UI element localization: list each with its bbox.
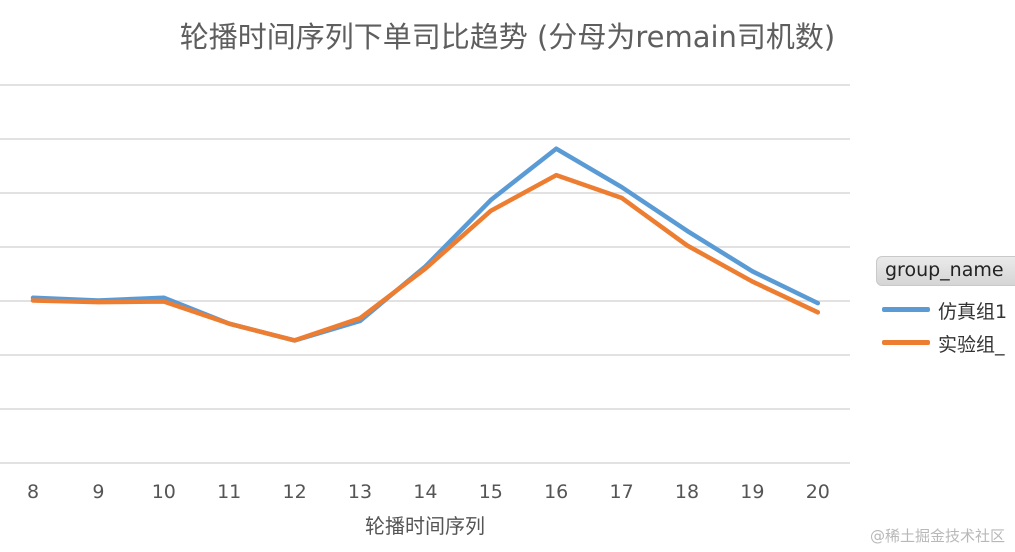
- x-tick-label: 17: [610, 481, 634, 503]
- x-tick-labels: 8 9 10 11 12 13 14 15 16 17 18 19 20: [27, 481, 830, 503]
- data-point-series-1: [161, 295, 166, 300]
- data-point-series-2: [554, 173, 559, 178]
- series-line-1: [30, 146, 821, 343]
- data-point-series-1: [685, 228, 689, 233]
- x-tick-label: 13: [348, 481, 372, 503]
- x-tick-label: 12: [283, 481, 307, 503]
- data-point-series-1: [554, 146, 559, 151]
- grid-lines: [0, 84, 850, 464]
- data-point-series-2: [31, 298, 35, 303]
- data-point-series-2: [358, 316, 362, 321]
- legend-line-series-2: [882, 340, 930, 345]
- data-point-series-2: [619, 195, 624, 200]
- x-tick-label: 8: [27, 481, 39, 503]
- series-lines: [30, 146, 821, 343]
- legend-line-series-1: [882, 307, 930, 312]
- x-tick-label: 15: [479, 481, 503, 503]
- x-tick-label: 10: [152, 481, 176, 503]
- series-line-2: [30, 172, 821, 343]
- data-point-series-2: [488, 208, 493, 213]
- legend-title-box: group_name: [876, 256, 1015, 286]
- data-point-series-2: [423, 266, 428, 271]
- legend-label-series-2: 实验组_: [938, 334, 1005, 356]
- x-tick-label: 16: [544, 481, 568, 503]
- legend-title: group_name: [885, 259, 1004, 281]
- x-tick-label: 18: [675, 481, 699, 503]
- data-point-series-2: [96, 300, 101, 305]
- x-tick-label: 19: [740, 481, 764, 503]
- x-tick-label: 14: [413, 481, 437, 503]
- data-point-series-1: [750, 269, 755, 274]
- legend-label-series-1: 仿真组1: [938, 301, 1008, 323]
- data-point-series-1: [488, 198, 493, 203]
- x-axis-label: 轮播时间序列: [365, 514, 485, 538]
- watermark: @稀土掘金技术社区: [869, 527, 1005, 545]
- x-tick-label: 11: [217, 481, 241, 503]
- data-point-series-1: [619, 185, 624, 190]
- data-point-series-2: [292, 338, 297, 343]
- chart-title: 轮播时间序列下单司比趋势 (分母为remain司机数): [179, 20, 836, 54]
- data-point-series-2: [685, 243, 689, 248]
- data-point-series-1: [815, 301, 820, 306]
- x-tick-label: 20: [806, 481, 830, 503]
- data-point-series-2: [227, 321, 232, 326]
- data-point-series-2: [161, 299, 166, 304]
- data-point-series-2: [750, 279, 755, 284]
- data-point-series-2: [815, 310, 820, 315]
- x-tick-label: 9: [92, 481, 104, 503]
